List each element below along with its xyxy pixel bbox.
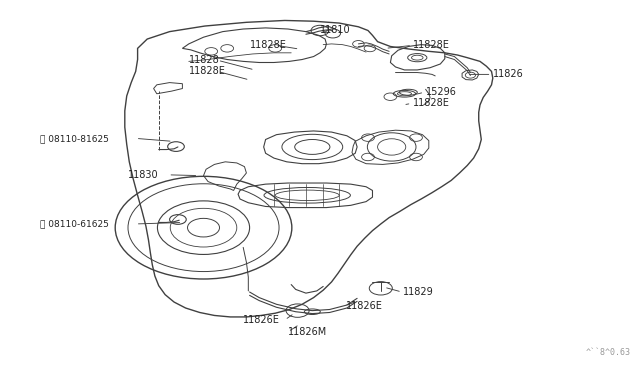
Text: Ⓑ 08110-81625: Ⓑ 08110-81625 [40, 134, 109, 143]
Text: 11826M: 11826M [288, 327, 327, 337]
Text: 15296: 15296 [426, 87, 456, 97]
Text: 11828E: 11828E [189, 67, 226, 76]
Text: 11826E: 11826E [243, 315, 280, 325]
Text: 11828E: 11828E [250, 41, 287, 50]
Text: Ⓑ 08110-61625: Ⓑ 08110-61625 [40, 219, 109, 228]
Text: 11828E: 11828E [413, 99, 450, 108]
Text: 11830: 11830 [128, 170, 159, 180]
Text: 11828E: 11828E [413, 41, 450, 50]
Text: 11826: 11826 [493, 70, 524, 79]
Text: 11810: 11810 [320, 25, 351, 35]
Text: 11826E: 11826E [346, 301, 383, 311]
Text: ^``8^0.63: ^``8^0.63 [586, 348, 630, 357]
Text: 11829: 11829 [403, 287, 434, 297]
Text: 11828: 11828 [189, 55, 220, 65]
